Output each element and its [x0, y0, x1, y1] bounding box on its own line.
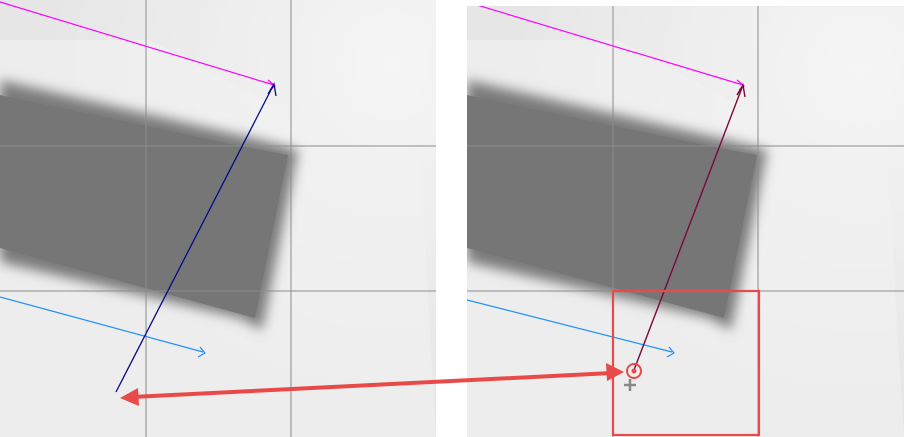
maroon-arrow-line[interactable] [633, 84, 744, 371]
panel-after [467, 6, 904, 437]
road-core [0, 95, 288, 318]
navy-arrowhead-icon [267, 82, 277, 97]
magenta-line[interactable] [0, 1, 275, 86]
blue-line[interactable] [0, 296, 204, 353]
navy-arrow-line[interactable] [115, 83, 275, 393]
target-marker-icon[interactable] [626, 363, 642, 379]
road-core [467, 95, 757, 318]
map-canvas-before[interactable] [0, 0, 436, 437]
grid-lines [0, 0, 436, 437]
blue-arrowhead-icon [666, 346, 675, 358]
magenta-line[interactable] [467, 6, 744, 86]
maroon-arrowhead-icon [736, 83, 746, 98]
blue-arrowhead-icon [197, 346, 206, 358]
panel-before [0, 0, 436, 437]
blue-line[interactable] [467, 299, 673, 353]
map-canvas-after[interactable] [467, 6, 904, 437]
crosshair-plus-icon [624, 379, 636, 391]
